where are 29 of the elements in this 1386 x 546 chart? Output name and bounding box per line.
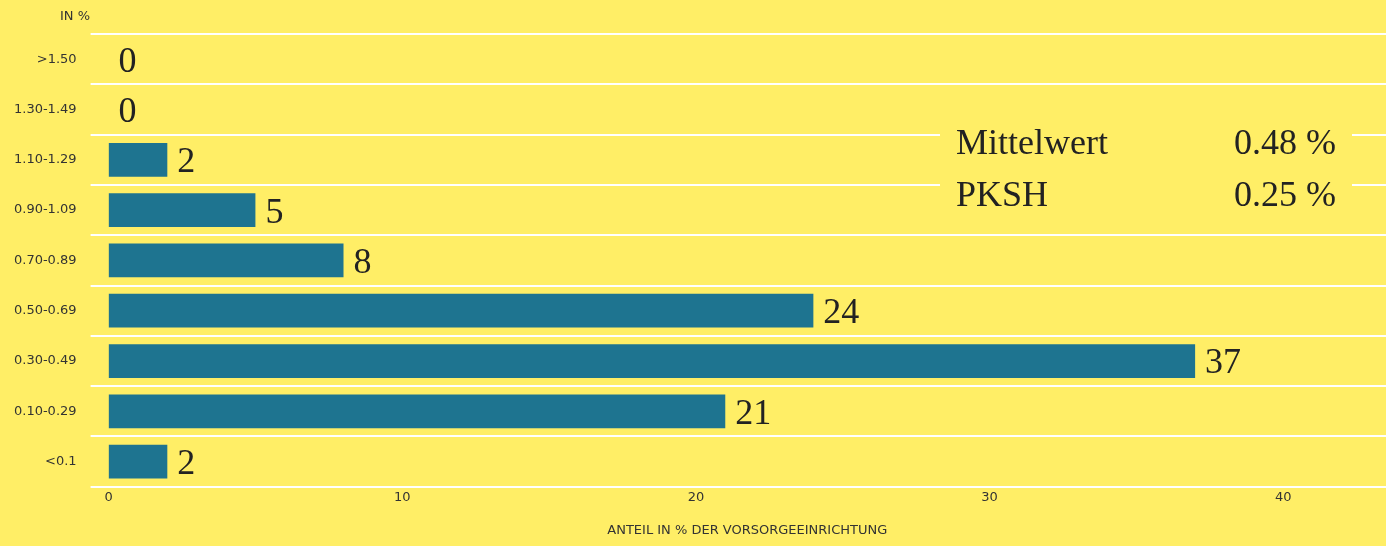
data-label: 8 — [353, 240, 372, 281]
x-tick-label: 40 — [1274, 488, 1292, 504]
annotation: Mittelwert — [956, 121, 1109, 164]
data-label: 21 — [735, 391, 772, 432]
y-tick-label: 1.30-1.49 — [13, 100, 77, 116]
data-label: 5 — [265, 190, 284, 231]
data-label: 2 — [177, 442, 196, 483]
y-tick-label: 0.90-1.09 — [13, 201, 77, 217]
data-label: 0 — [118, 39, 137, 80]
annotation: 0.48 % — [1233, 121, 1336, 164]
x-tick-label: 10 — [393, 488, 411, 504]
y-tick-label: 0.70-0.89 — [13, 251, 77, 267]
data-label: 0 — [118, 89, 137, 130]
data-label: 37 — [1205, 341, 1242, 382]
y-tick-label: >1.50 — [36, 50, 77, 66]
x-tick-label: 20 — [687, 488, 705, 504]
y-axis-title: IN % — [60, 8, 91, 23]
data-label: 24 — [823, 291, 860, 332]
y-tick-label: 0.30-0.49 — [13, 352, 77, 368]
x-tick-label: 0 — [104, 488, 113, 504]
data-label: 2 — [177, 140, 196, 181]
x-tick-label: 30 — [981, 488, 998, 504]
y-tick-label: <0.1 — [45, 453, 77, 469]
x-axis-title: ANTEIL IN % DER VORSORGEEINRICHTUNG — [607, 521, 888, 537]
y-tick-label: 1.10-1.29 — [13, 151, 77, 167]
annotation: 0.25 % — [1233, 173, 1336, 216]
annotation: PKSH — [956, 173, 1050, 216]
y-tick-label: 0.50-0.69 — [13, 302, 77, 318]
y-tick-label: 0.10-0.29 — [13, 402, 77, 418]
